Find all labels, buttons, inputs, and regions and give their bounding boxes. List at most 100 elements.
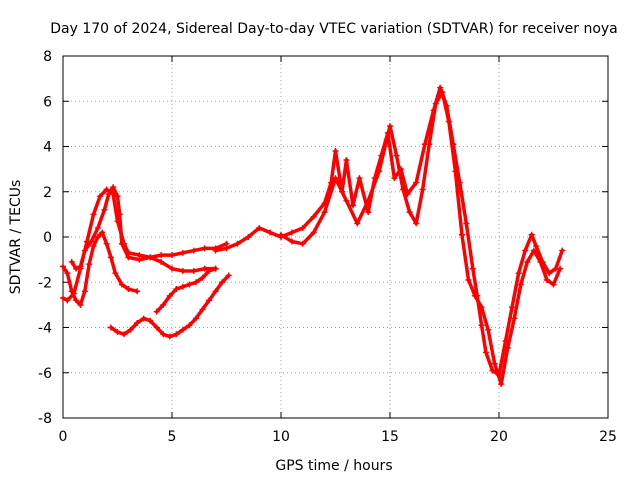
x-tick-label: 0 (59, 429, 68, 445)
data-point-band (246, 226, 261, 239)
data-point-band (479, 323, 488, 355)
series-arc-5 (153, 265, 219, 315)
data-point-band (220, 273, 231, 284)
data-point-band (311, 201, 327, 219)
y-tick-label: 0 (43, 230, 52, 246)
data-point-band (89, 226, 100, 244)
data-point-band (366, 169, 381, 203)
data-point-band (460, 232, 471, 282)
data-point-band (104, 242, 113, 260)
data-point-band (464, 221, 475, 271)
y-tick-label: 6 (43, 94, 52, 110)
y-tick-label: 4 (43, 140, 52, 156)
data-point-band (207, 289, 218, 303)
data-point-band (115, 194, 122, 217)
data-point-band (372, 153, 384, 180)
data-point-band (405, 180, 418, 196)
y-tick-label: 8 (43, 49, 52, 65)
data-point-band (83, 239, 94, 253)
y-tick-label: -2 (38, 275, 52, 291)
data-point-band (301, 230, 316, 246)
data-point-band (484, 350, 495, 373)
data-point-band (471, 266, 479, 298)
data-point-band (512, 282, 523, 321)
data-point-band (301, 214, 316, 230)
data-point-band (91, 194, 102, 217)
series-arc-7 (278, 89, 564, 388)
data-point-band (65, 271, 74, 294)
data-point-band (200, 298, 211, 312)
data-point-band (519, 260, 530, 287)
data-point-band (213, 242, 229, 251)
data-point-band (113, 271, 124, 287)
data-point-band (394, 153, 405, 192)
series-arc-2 (60, 229, 141, 308)
data-point-band (279, 232, 294, 244)
x-axis-label: GPS time / hours (275, 458, 392, 474)
data-point-band (87, 244, 96, 266)
data-point-band (78, 289, 87, 307)
y-tick-label: 2 (43, 185, 52, 201)
data-point-band (505, 316, 517, 350)
data-point-band (529, 232, 538, 248)
x-tick-label: 20 (490, 429, 508, 445)
axis-ticks (62, 55, 609, 419)
data-point-band (102, 192, 111, 212)
x-tick-label: 10 (272, 429, 290, 445)
data-point-band (532, 248, 543, 264)
data-point-band (268, 230, 283, 239)
data-point-band (458, 180, 469, 226)
chart-title: Day 170 of 2024, Sidereal Day-to-day VTE… (50, 21, 618, 37)
series-arc-6 (212, 84, 566, 379)
data-point-band (399, 167, 410, 196)
data-point-band (414, 142, 427, 185)
data-point-band (510, 271, 521, 309)
data-point (134, 288, 141, 295)
grid (63, 56, 608, 418)
data-point-band (213, 280, 224, 294)
data-point-band (516, 248, 527, 275)
data-point-band (473, 294, 484, 309)
data-point-band (453, 169, 464, 237)
y-axis-label: SDTVAR / TECUs (8, 180, 24, 295)
data-point-band (447, 119, 458, 174)
data-point-band (440, 90, 451, 124)
data-point-band (427, 101, 438, 146)
data-point (557, 265, 564, 272)
data-point-band (159, 260, 174, 271)
data-point-band (120, 242, 131, 260)
data-point (225, 272, 232, 279)
data-point-band (148, 255, 163, 264)
y-tick-label: -8 (38, 411, 52, 427)
data-point-band (355, 199, 370, 226)
data-points (60, 84, 566, 388)
data-point-band (194, 307, 205, 321)
data-point-band (333, 176, 349, 203)
data-point-band (351, 176, 362, 208)
data-point-band (386, 131, 397, 180)
data-point-band (235, 235, 251, 246)
data-point-band (551, 266, 562, 287)
data-point-band (161, 294, 172, 307)
data-point-band (388, 124, 399, 158)
data-point (212, 265, 219, 272)
y-axis-tick-labels: -8 -6 -4 -2 0 2 4 6 8 (38, 49, 52, 427)
data-point-band (344, 158, 355, 208)
data-point-band (538, 260, 549, 282)
data-point-band (401, 187, 412, 214)
data-point-band (523, 232, 534, 253)
data-point-band (333, 149, 344, 194)
x-axis-tick-labels: 0 5 10 15 20 25 (59, 429, 617, 445)
data-point-band (377, 124, 392, 174)
data-point-band (83, 262, 91, 294)
series-arc-3 (68, 184, 219, 274)
data-point-band (553, 248, 564, 271)
data-point-band (96, 208, 107, 230)
data-point-band (414, 187, 425, 226)
data-point-band (311, 210, 327, 235)
data-point-band (109, 255, 118, 275)
data-point-band (540, 260, 551, 275)
data-point-band (100, 230, 109, 246)
data-point-band (420, 142, 431, 192)
